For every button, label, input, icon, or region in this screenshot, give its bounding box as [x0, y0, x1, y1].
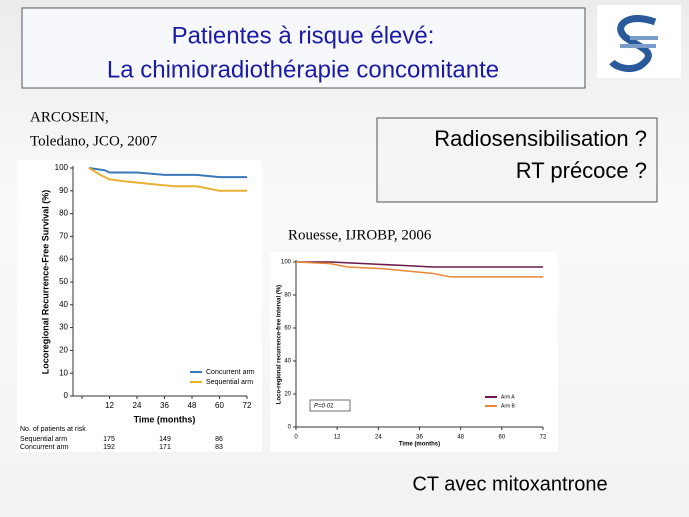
- y-axis-label: Locoregional Recurrence-Free Survival (%…: [40, 190, 50, 375]
- y-tick-label: 100: [55, 163, 69, 172]
- x-tick-label: 24: [133, 401, 142, 410]
- risk-value: 149: [159, 436, 171, 443]
- risk-value: 171: [159, 444, 171, 451]
- y-tick-label: 60: [59, 254, 68, 263]
- legend-label: Arm A: [501, 394, 515, 400]
- chart-panel: [17, 160, 262, 452]
- question-line: RT précoce ?: [516, 158, 647, 183]
- title-box: [21, 7, 586, 89]
- series-line: [88, 167, 247, 192]
- y-tick-label: 100: [281, 260, 292, 266]
- citation: Rouesse, IJROBP, 2006: [288, 227, 432, 243]
- y-tick-label: 20: [284, 392, 291, 398]
- y-tick-label: 80: [284, 293, 291, 299]
- y-tick-label: 50: [59, 277, 68, 286]
- x-tick-label: 72: [540, 435, 547, 441]
- y-tick-label: 40: [59, 300, 68, 309]
- y-tick-label: 70: [59, 232, 68, 241]
- risk-row-name: Concurrent arm: [20, 444, 69, 451]
- logo: [597, 5, 681, 78]
- y-tick-label: 40: [284, 359, 291, 365]
- citation: Toledano, JCO, 2007: [30, 133, 158, 149]
- question-box: [376, 117, 658, 203]
- series-line: [295, 261, 543, 278]
- y-tick-label: 80: [59, 209, 68, 218]
- legend-label: Arm B: [501, 403, 516, 409]
- series-line: [296, 261, 543, 268]
- x-axis-label: Time (months): [134, 414, 196, 424]
- y-tick-label: 10: [59, 368, 68, 377]
- y-tick-label: 20: [59, 346, 68, 355]
- x-tick-label: 0: [294, 435, 298, 441]
- y-tick-label: 0: [288, 425, 292, 431]
- x-tick-label: 48: [457, 435, 464, 441]
- annotation: P=0·01: [314, 404, 334, 410]
- x-tick-label: 72: [243, 401, 252, 410]
- risk-table-title: No. of patients at risk: [20, 426, 86, 433]
- chart-panel: [270, 252, 558, 452]
- x-tick-label: 12: [334, 435, 341, 441]
- annotation-box: [309, 399, 351, 412]
- title-line: La chimioradiothérapie concomitante: [107, 56, 499, 83]
- x-tick-label: 60: [215, 401, 224, 410]
- x-axis-label: Time (months): [399, 442, 440, 448]
- risk-value: 175: [103, 436, 115, 443]
- question-line: Radiosensibilisation ?: [434, 126, 647, 151]
- risk-row-name: Sequential arm: [20, 436, 67, 443]
- x-tick-label: 60: [498, 435, 505, 441]
- legend-label: Sequential arm: [206, 379, 253, 386]
- series-line: [88, 167, 247, 179]
- x-tick-label: 48: [188, 401, 197, 410]
- y-tick-label: 60: [284, 326, 291, 332]
- footer: CT avec mitoxantrone: [412, 473, 607, 495]
- x-tick-label: 24: [375, 435, 382, 441]
- x-tick-label: 12: [105, 401, 114, 410]
- title-line: Patientes à risque élevé:: [172, 22, 435, 49]
- y-tick-label: 30: [59, 323, 68, 332]
- y-tick-label: 0: [64, 391, 69, 400]
- x-tick-label: 36: [160, 401, 169, 410]
- x-tick-label: 36: [416, 435, 423, 441]
- legend-label: Concurrent arm: [206, 369, 255, 376]
- y-axis-label: Loco-regional recurrence-free interval (…: [277, 285, 283, 404]
- risk-value: 192: [103, 444, 115, 451]
- risk-value: 83: [215, 444, 223, 451]
- y-tick-label: 90: [59, 186, 68, 195]
- risk-value: 86: [215, 436, 223, 443]
- citation: ARCOSEIN,: [30, 109, 109, 125]
